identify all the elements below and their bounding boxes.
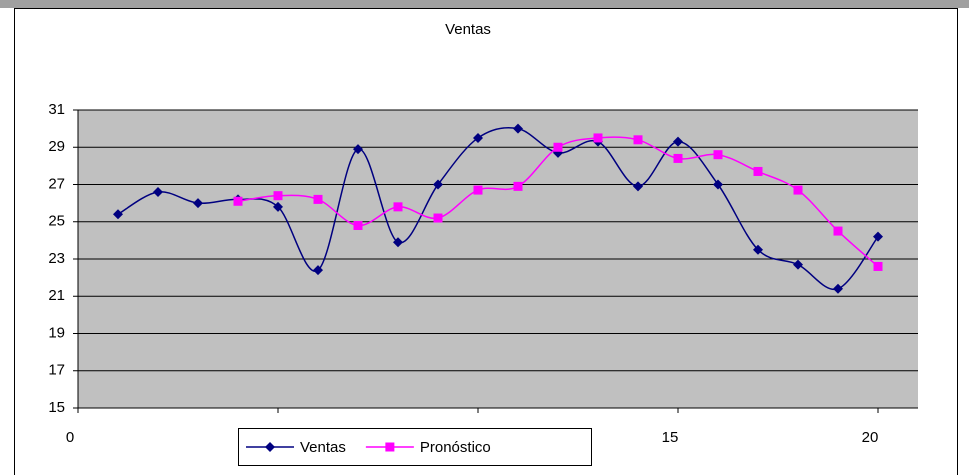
- chart-title: Ventas: [445, 21, 491, 38]
- legend-box: [238, 428, 592, 466]
- marker: [793, 185, 803, 195]
- marker: [633, 135, 643, 145]
- y-tick-label: 23: [48, 250, 65, 267]
- marker: [353, 220, 363, 230]
- y-tick-label: 27: [48, 175, 65, 192]
- marker: [473, 132, 483, 143]
- marker: [113, 209, 123, 220]
- y-tick-label: 15: [48, 399, 65, 416]
- y-tick-label: 19: [48, 324, 65, 341]
- marker: [313, 265, 323, 276]
- y-tick-label: 21: [48, 287, 65, 304]
- marker: [233, 196, 243, 206]
- marker: [193, 198, 203, 209]
- marker: [713, 150, 723, 160]
- marker: [753, 166, 763, 176]
- marker: [673, 153, 683, 163]
- marker: [433, 179, 443, 190]
- marker: [265, 442, 275, 452]
- marker: [793, 259, 803, 270]
- x-tick-label: 20: [862, 429, 879, 446]
- marker: [473, 185, 483, 195]
- y-tick-label: 29: [48, 138, 65, 155]
- marker: [273, 191, 283, 201]
- marker: [593, 133, 603, 143]
- marker: [753, 244, 763, 255]
- marker: [713, 179, 723, 190]
- marker: [353, 144, 363, 155]
- y-tick-label: 31: [48, 101, 65, 118]
- marker: [873, 261, 883, 271]
- marker: [393, 202, 403, 212]
- marker: [513, 181, 523, 191]
- marker: [153, 186, 163, 197]
- marker: [393, 237, 403, 248]
- legend-label: Pronóstico: [420, 439, 491, 456]
- x-tick-label: 15: [662, 429, 679, 446]
- x-tick-label: 0: [66, 429, 74, 446]
- y-tick-label: 17: [48, 362, 65, 379]
- marker: [833, 283, 843, 294]
- marker: [273, 201, 283, 212]
- y-tick-label: 25: [48, 213, 65, 230]
- legend-label: Ventas: [300, 439, 346, 456]
- marker: [553, 142, 563, 152]
- marker: [313, 194, 323, 204]
- marker: [433, 213, 443, 223]
- window-strip: [0, 0, 969, 8]
- marker: [833, 226, 843, 236]
- marker: [633, 181, 643, 192]
- marker: [513, 123, 523, 134]
- marker: [873, 231, 883, 242]
- marker: [673, 136, 683, 147]
- legend: Ventas Pronóstico: [238, 428, 592, 466]
- marker: [385, 442, 395, 452]
